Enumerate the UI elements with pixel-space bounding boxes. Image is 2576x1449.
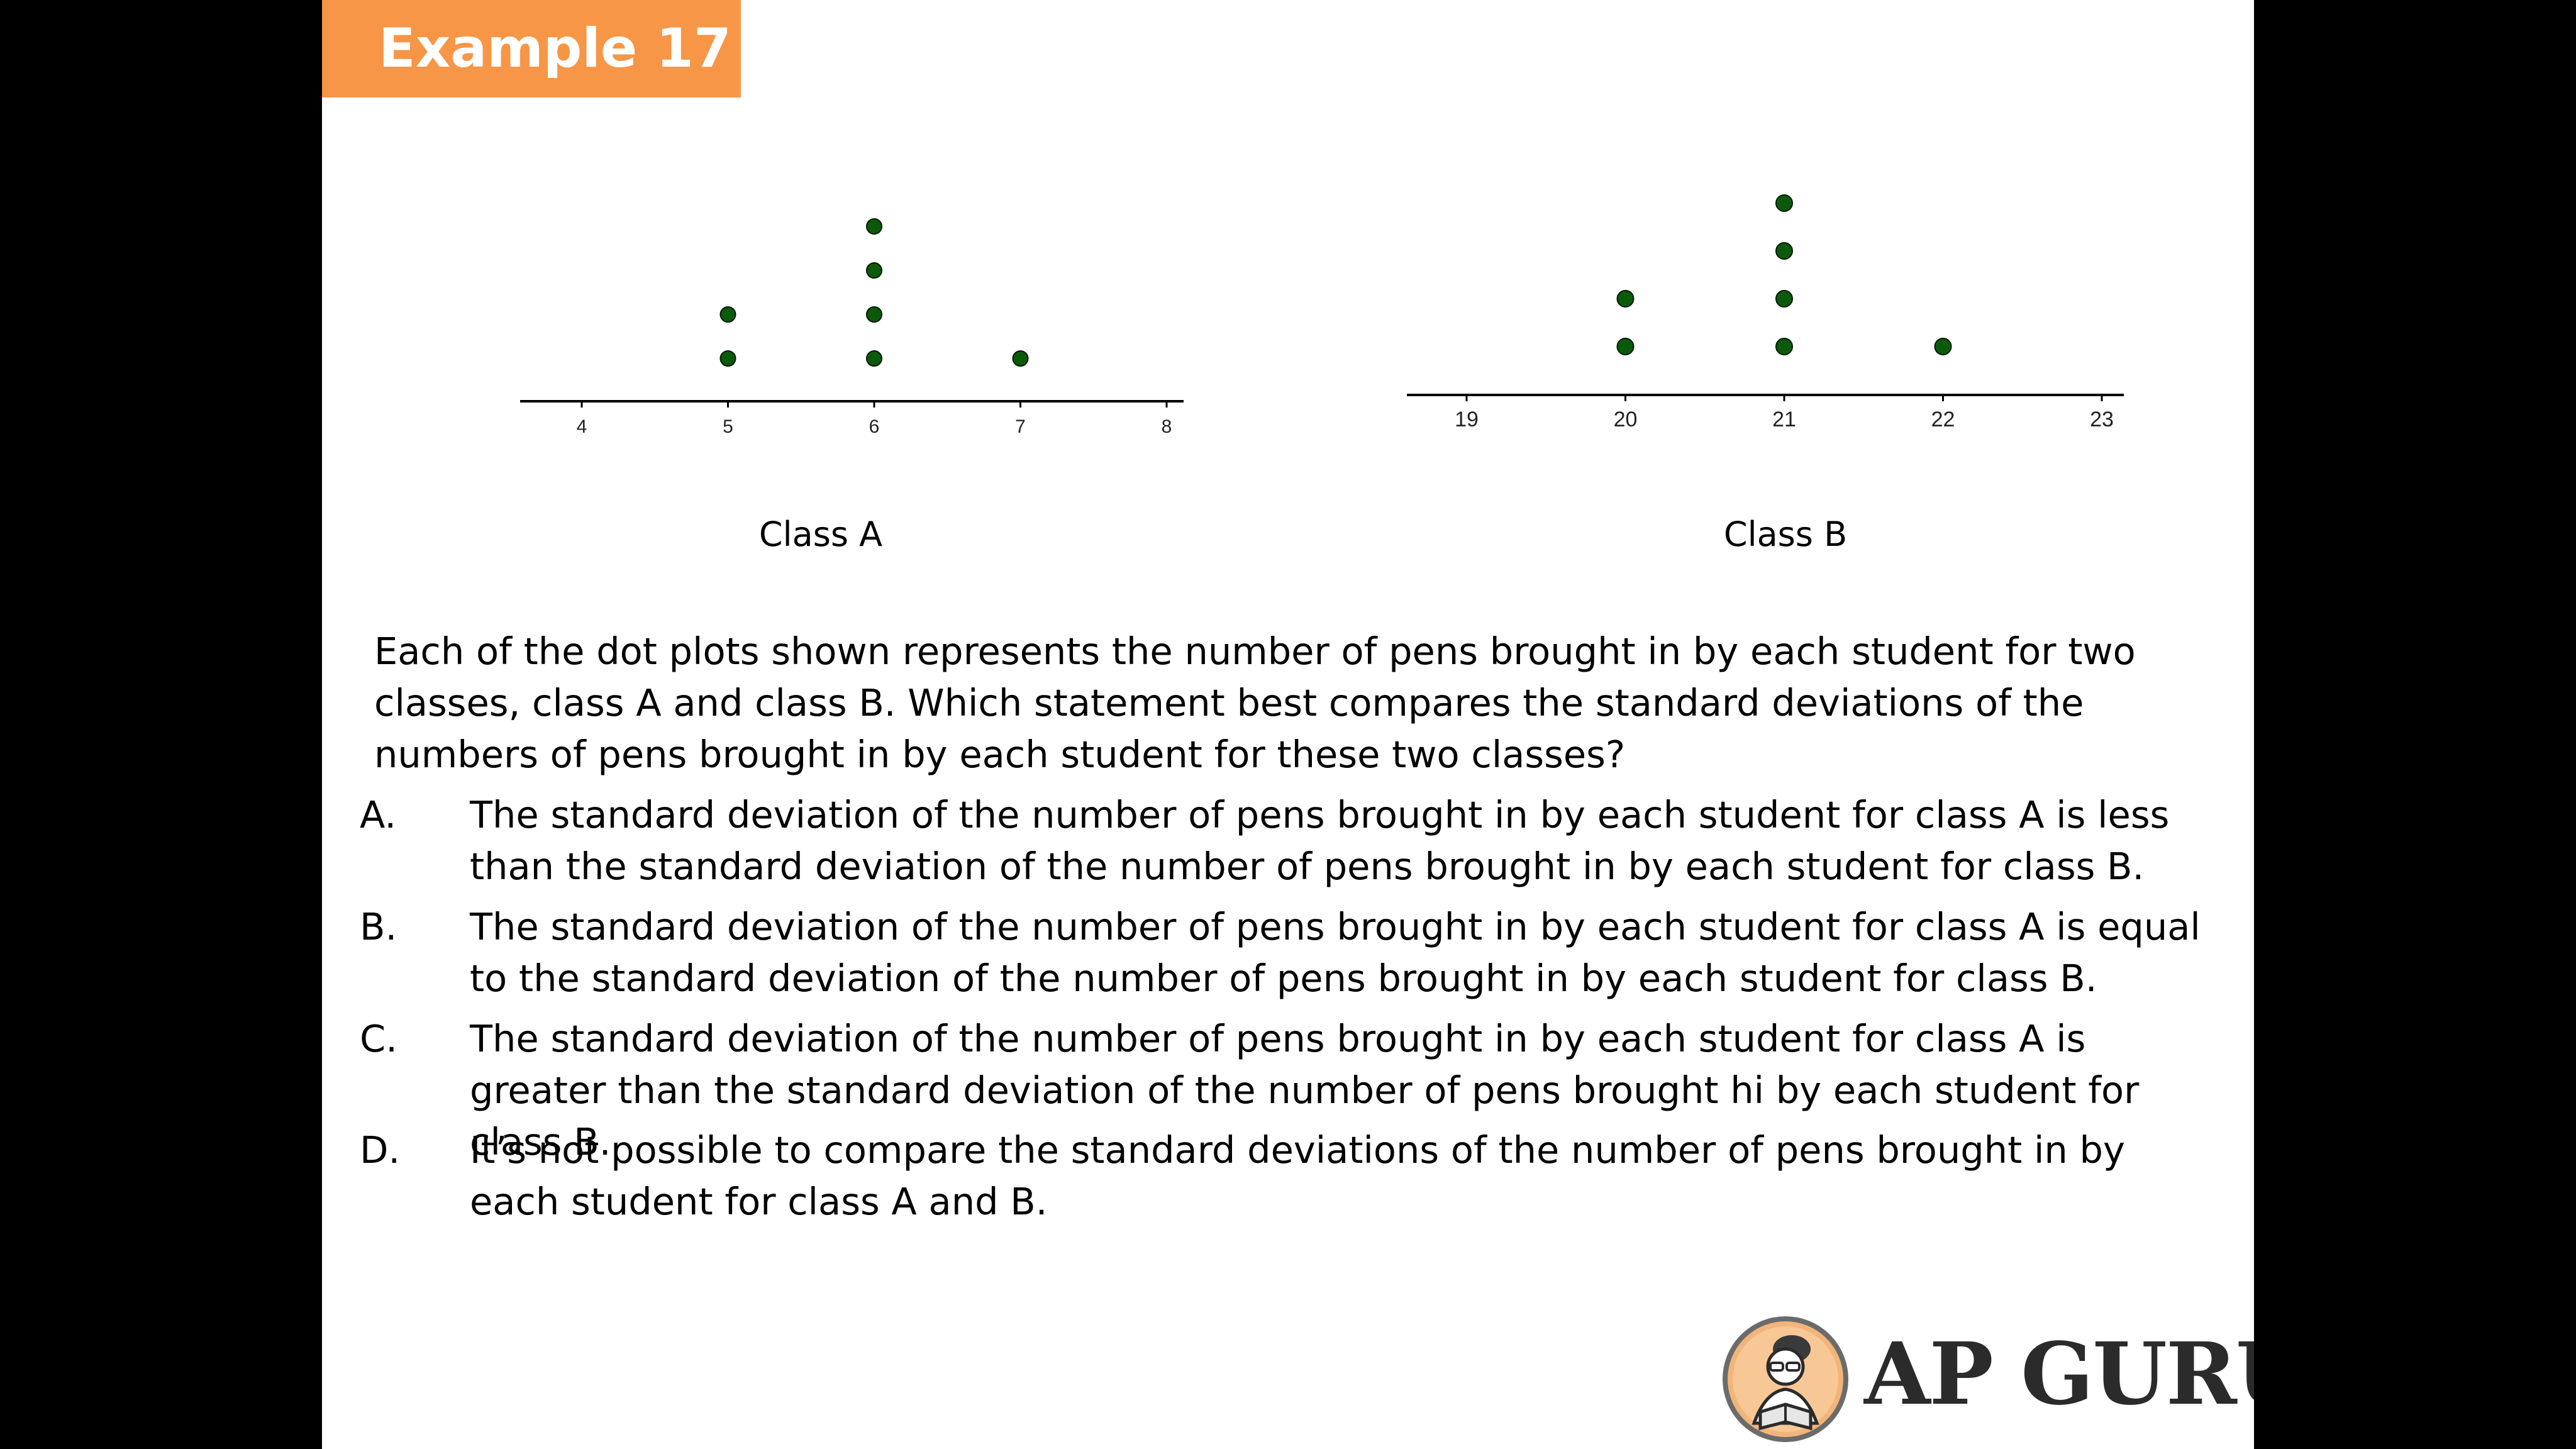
dot-6 [866,306,882,323]
dot-22 [1934,338,1952,355]
dot-5 [719,306,736,323]
dot-plot-class-a: 4 5 6 7 8 [520,218,1184,437]
dot-6 [866,218,882,235]
tick-label: 19 [1455,408,1479,431]
dot-7 [1012,350,1029,367]
option-d-text: It’s not possible to compare the standar… [470,1128,2125,1223]
tick-label: 20 [1614,408,1638,431]
example-badge: Example 17 [322,0,741,97]
dot-20 [1616,338,1635,355]
ap-guru-logo [1723,1316,1848,1442]
tick-label: 23 [2090,408,2114,431]
class-a-label: Class A [758,514,883,554]
option-d-letter: D. [360,1128,401,1172]
dot-21 [1775,338,1793,355]
dot-21 [1775,290,1793,308]
tick-label: 22 [1931,408,1955,431]
tick-label: 4 [577,416,587,437]
slide: Example 17 4 5 6 7 8 Class A 19 20 21 22 23 Clas… [322,0,2254,1449]
dot-6 [866,350,882,367]
tick-label: 7 [1015,416,1026,437]
logo-text: AP GURU [1864,1324,2254,1424]
class-b-label: Class B [1723,514,1848,554]
option-b-letter: B. [360,905,397,948]
option-c-letter: C. [360,1017,397,1060]
option-b-text: The standard deviation of the number of … [470,905,2201,1000]
question-stem: Each of the dot plots shown represents t… [374,630,2136,776]
dot-5 [719,350,736,367]
dot-20 [1616,290,1635,308]
dot-6 [866,262,882,279]
dot-21 [1775,194,1793,212]
tick-label: 6 [869,416,880,437]
option-a-letter: A. [360,793,397,836]
option-a-text: The standard deviation of the number of … [470,793,2170,888]
tick-label: 8 [1162,416,1172,437]
dot-plot-class-b: 19 20 21 22 23 [1407,194,2124,431]
option-c-text: The standard deviation of the number of … [470,1017,2140,1163]
tick-label: 5 [723,416,733,437]
reading-student-icon [1723,1316,1848,1442]
dot-21 [1775,242,1793,260]
tick-label: 21 [1772,408,1796,431]
